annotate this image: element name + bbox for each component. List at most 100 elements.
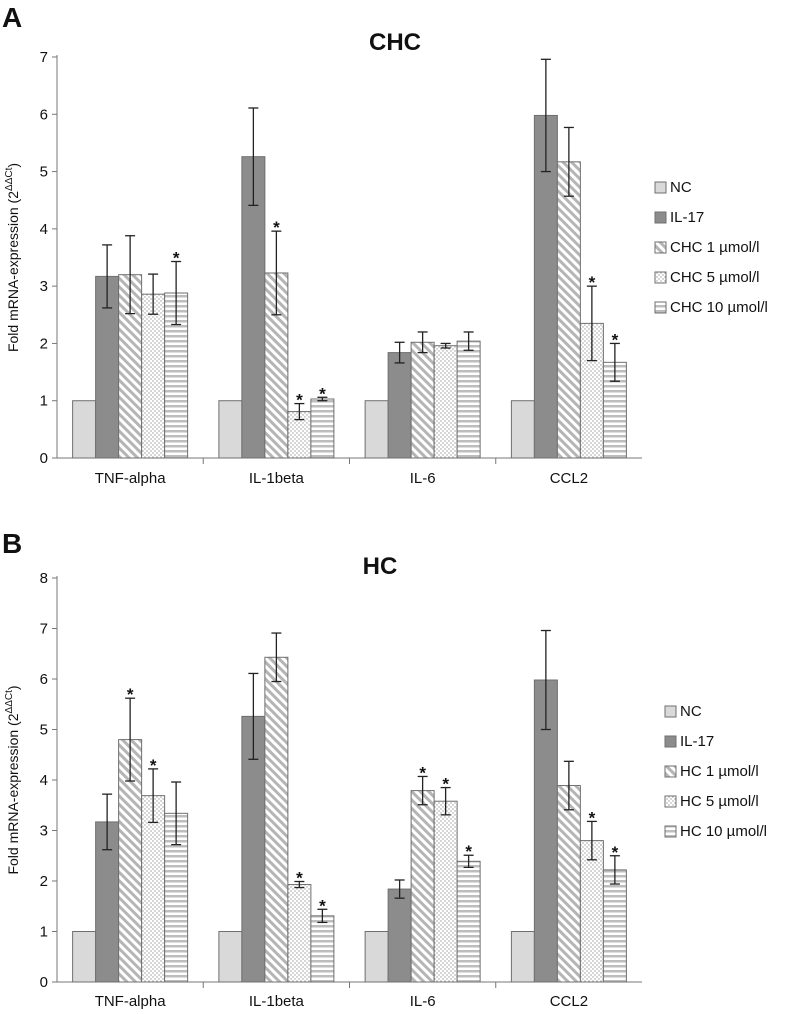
bar xyxy=(141,795,166,983)
y-tick-label: 1 xyxy=(40,924,48,941)
bar xyxy=(410,790,435,983)
significance-star: * xyxy=(612,330,619,349)
y-tick-label: 5 xyxy=(40,164,48,181)
legend-label: IL-17 xyxy=(680,733,714,750)
y-tick-label: 4 xyxy=(40,772,48,789)
legend-label: CHC 1 µmol/l xyxy=(670,239,760,256)
bar xyxy=(602,869,627,983)
bar xyxy=(456,340,481,459)
chart-title: CHC xyxy=(369,29,421,56)
legend-label: IL-17 xyxy=(670,209,704,226)
chart-panel-chc: A CHC Fold mRNA-expression (2ΔΔCt) 0 1 2 3 4… xyxy=(2,2,768,487)
legend-label: HC 10 µmol/l xyxy=(680,823,767,840)
bar xyxy=(510,931,535,983)
legend-label: HC 1 µmol/l xyxy=(680,763,759,780)
x-tick-label: IL-1beta xyxy=(249,470,305,487)
chart-panel-hc: B HC Fold mRNA-expression (2ΔΔCt) 0 1 2 3 4 5… xyxy=(2,528,767,1010)
significance-star: * xyxy=(319,896,326,915)
legend-swatch xyxy=(664,825,677,838)
y-tick-label: 6 xyxy=(40,106,48,123)
y-tick-label: 7 xyxy=(40,49,48,66)
y-tick-label: 6 xyxy=(40,671,48,688)
y-tick-label: 0 xyxy=(40,974,48,991)
y-tick-label: 2 xyxy=(40,335,48,352)
bar xyxy=(510,400,535,459)
y-axis: 0 1 2 3 4 5 6 7 TNF-alpha IL-1beta IL-6 CCL2 xyxy=(40,49,642,487)
y-tick-label: 1 xyxy=(40,393,48,410)
bar xyxy=(141,293,166,459)
bar-groups: * * * * * * xyxy=(72,58,627,459)
bar xyxy=(264,656,289,983)
significance-star: * xyxy=(612,843,619,862)
legend-swatch xyxy=(664,705,677,718)
bar xyxy=(364,400,389,459)
panel-label: B xyxy=(2,528,22,559)
legend: NC IL-17 CHC 1 µmol/l CHC 5 µmol/l CHC 10 µm… xyxy=(654,179,768,316)
legend-swatch xyxy=(664,765,677,778)
bar xyxy=(456,860,481,983)
panel-label: A xyxy=(2,2,22,33)
significance-star: * xyxy=(296,391,303,410)
bar xyxy=(387,352,412,459)
significance-star: * xyxy=(442,775,449,794)
bar xyxy=(387,888,412,983)
legend-swatch xyxy=(664,795,677,808)
bar xyxy=(410,341,435,459)
x-tick-label: CCL2 xyxy=(550,993,588,1010)
legend-swatch xyxy=(654,181,667,194)
significance-star: * xyxy=(273,218,280,237)
significance-star: * xyxy=(150,756,157,775)
y-axis-title: Fold mRNA-expression (2ΔΔCt) xyxy=(4,163,21,352)
significance-star: * xyxy=(589,808,596,827)
y-axis-label: Fold mRNA-expression (2ΔΔCt) xyxy=(4,685,21,874)
x-tick-label: IL-1beta xyxy=(249,993,305,1010)
y-axis-title: Fold mRNA-expression (2ΔΔCt) xyxy=(4,685,21,874)
y-tick-label: 5 xyxy=(40,722,48,739)
bar xyxy=(364,931,389,983)
significance-star: * xyxy=(589,273,596,292)
legend-swatch xyxy=(654,271,667,284)
y-tick-label: 3 xyxy=(40,278,48,295)
significance-star: * xyxy=(173,249,180,268)
bar xyxy=(72,400,97,459)
significance-star: * xyxy=(296,869,303,888)
bar xyxy=(579,840,604,983)
bar xyxy=(556,785,581,983)
significance-star: * xyxy=(319,384,326,403)
chart-title: HC xyxy=(363,553,398,580)
bar xyxy=(218,931,243,983)
legend: NC IL-17 HC 1 µmol/l HC 5 µmol/l HC 10 µmol/… xyxy=(664,703,767,840)
y-tick-label: 3 xyxy=(40,823,48,840)
bar xyxy=(433,800,458,983)
bar xyxy=(218,400,243,459)
y-tick-label: 0 xyxy=(40,450,48,467)
legend-label: CHC 10 µmol/l xyxy=(670,299,768,316)
legend-swatch xyxy=(654,241,667,254)
bar xyxy=(556,161,581,459)
bar xyxy=(287,884,312,983)
legend-label: CHC 5 µmol/l xyxy=(670,269,760,286)
legend-label: NC xyxy=(680,703,702,720)
legend-label: NC xyxy=(670,179,692,196)
legend-swatch xyxy=(654,211,667,224)
significance-star: * xyxy=(465,842,472,861)
legend-swatch xyxy=(654,301,667,314)
legend-swatch xyxy=(664,735,677,748)
significance-star: * xyxy=(127,685,134,704)
legend-label: HC 5 µmol/l xyxy=(680,793,759,810)
bar xyxy=(310,915,335,983)
x-tick-label: IL-6 xyxy=(410,470,436,487)
y-tick-label: 7 xyxy=(40,621,48,638)
y-tick-label: 8 xyxy=(40,570,48,587)
bar xyxy=(72,931,97,983)
significance-star: * xyxy=(419,763,426,782)
y-tick-label: 2 xyxy=(40,873,48,890)
y-axis: 0 1 2 3 4 5 6 7 8 TNF-alpha IL-1beta IL-6 CCL2 xyxy=(40,570,642,1010)
bar xyxy=(433,345,458,459)
x-tick-label: TNF-alpha xyxy=(95,993,167,1010)
x-tick-label: IL-6 xyxy=(410,993,436,1010)
y-tick-label: 4 xyxy=(40,221,48,238)
y-axis-label: Fold mRNA-expression (2ΔΔCt) xyxy=(4,163,21,352)
x-tick-label: CCL2 xyxy=(550,470,588,487)
